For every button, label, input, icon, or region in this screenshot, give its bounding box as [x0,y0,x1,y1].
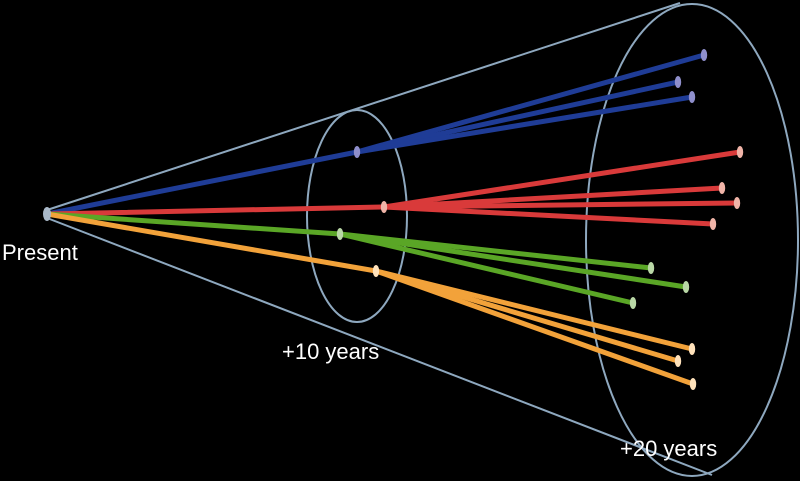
green-10-year-point [337,228,343,240]
label-20-years: +20 years [620,438,717,460]
red-20-year-point [737,146,743,158]
label-present: Present [2,242,78,264]
orange-10-year-point [373,265,379,277]
green-20-year-point [683,281,689,293]
blue-20-year-point [701,49,707,61]
blue-20-year-point [689,91,695,103]
green-20-year-point [648,262,654,274]
red-20-year-point [734,197,740,209]
orange-20-year-point [690,378,696,390]
red-20-year-point [719,182,725,194]
red-20-year-point [710,218,716,230]
label-10-years: +10 years [282,341,379,363]
blue-20-year-point [675,76,681,88]
present-origin [43,207,51,221]
orange-20-year-point [675,355,681,367]
orange-20-year-point [689,343,695,355]
blue-10-year-point [354,146,360,158]
green-20-year-point [630,297,636,309]
red-10-year-point [381,201,387,213]
